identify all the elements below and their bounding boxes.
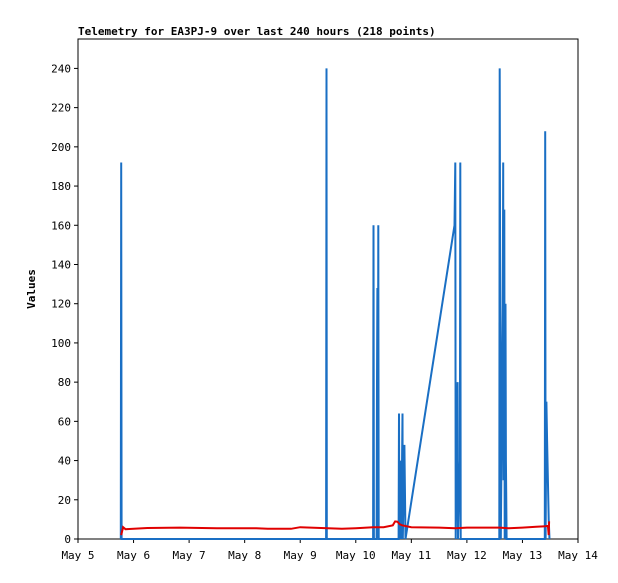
x-tick-label: May 9 [284,549,317,562]
y-tick-label: 20 [58,494,71,507]
chart-title: Telemetry for EA3PJ-9 over last 240 hour… [78,25,436,38]
y-tick-label: 240 [51,62,71,75]
x-tick-label: May 8 [228,549,261,562]
y-tick-label: 140 [51,258,71,271]
x-tick-label: May 6 [117,549,150,562]
y-tick-label: 200 [51,141,71,154]
series-line-1 [119,68,551,540]
y-tick-label: 60 [58,415,71,428]
x-tick-label: May 10 [336,549,376,562]
y-tick-label: 160 [51,219,71,232]
x-tick-label: May 12 [447,549,487,562]
y-tick-label: 40 [58,455,71,468]
x-tick-label: May 14 [558,549,598,562]
y-axis-label: Values [25,269,38,309]
x-tick-label: May 7 [173,549,206,562]
plot-area: 0 20 40 60 80 100 120 140 160 180 200 220 240 May 5 Ma… [51,38,598,562]
y-tick-label: 80 [58,376,71,389]
y-tick-label: 120 [51,298,71,311]
x-tick-label: May 13 [503,549,543,562]
y-tick-label: 180 [51,180,71,193]
x-tick-label: May 11 [391,549,431,562]
y-tick-label: 220 [51,102,71,115]
x-tick-label: May 5 [61,549,94,562]
series-line-2 [120,520,551,536]
y-tick-label: 0 [64,533,71,546]
y-tick-label: 100 [51,337,71,350]
